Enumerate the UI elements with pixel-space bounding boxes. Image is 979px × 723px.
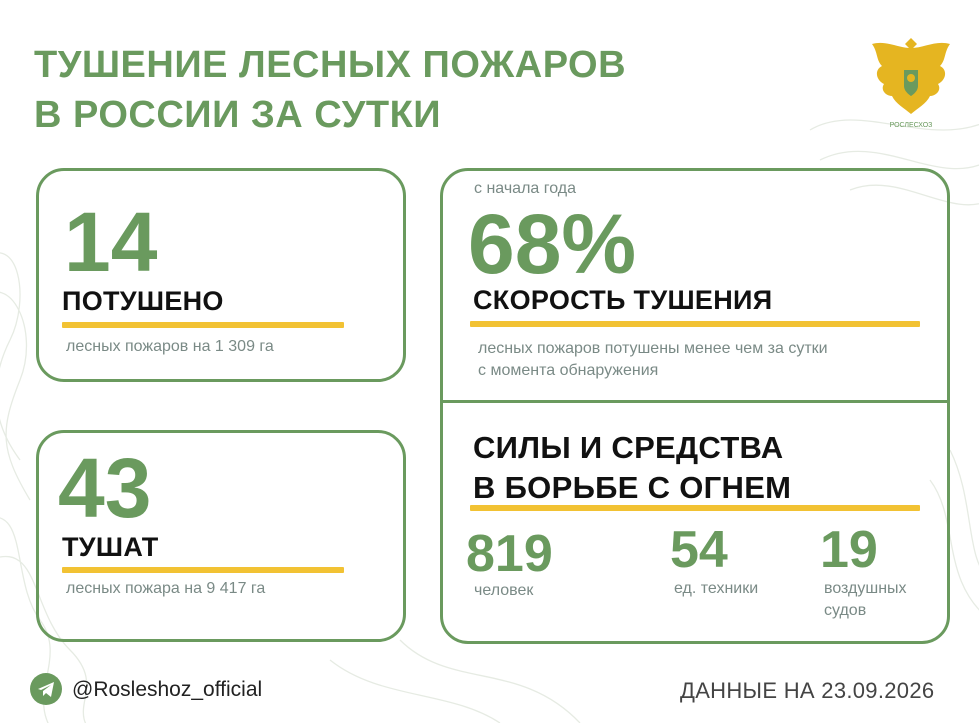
- speed-caption: с начала года: [474, 180, 577, 197]
- extinguished-detail: лесных пожаров на 1 309 га: [66, 338, 274, 355]
- page-title: ТУШЕНИЕ ЛЕСНЫХ ПОЖАРОВ В РОССИИ ЗА СУТКИ: [34, 44, 627, 136]
- forces-people-number: 819: [466, 525, 553, 583]
- extinguished-label: ПОТУШЕНО: [62, 286, 224, 316]
- emblem-logo: РОСЛЕСХОЗ: [868, 30, 954, 130]
- forces-title: СИЛЫ И СРЕДСТВА В БОРЬБЕ С ОГНЕМ: [473, 430, 792, 505]
- telegram-plane-icon: [38, 682, 54, 697]
- yellow-underline: [62, 567, 344, 573]
- yellow-underline: [470, 505, 920, 511]
- data-date: ДАННЫЕ НА 23.09.2026: [680, 678, 935, 703]
- ongoing-number: 43: [58, 441, 152, 535]
- card-divider: [440, 400, 950, 403]
- emblem-caption: РОСЛЕСХОЗ: [890, 122, 933, 129]
- extinguished-number: 14: [64, 195, 158, 289]
- ongoing-card: [36, 430, 406, 642]
- speed-number: 68%: [468, 197, 637, 291]
- forces-aircraft-label-line2: судов: [824, 602, 867, 619]
- forces-aircraft-number: 19: [820, 521, 878, 579]
- yellow-underline: [470, 321, 920, 327]
- forces-aircraft-label-line1: воздушных: [824, 580, 907, 597]
- ongoing-detail: лесных пожара на 9 417 га: [66, 580, 266, 597]
- telegram-icon[interactable]: [30, 673, 62, 705]
- speed-forces-card: [440, 168, 950, 644]
- extinguished-card: [36, 168, 406, 382]
- forces-people-label: человек: [474, 582, 534, 599]
- forces-vehicles-number: 54: [670, 521, 728, 579]
- coat-of-arms-eagle-icon: РОСЛЕСХОЗ: [872, 38, 950, 129]
- forces-vehicles-label: ед. техники: [674, 580, 759, 597]
- speed-detail-line1: лесных пожаров потушены менее чем за сут…: [478, 340, 828, 357]
- ongoing-label: ТУШАТ: [62, 532, 159, 562]
- speed-label: СКОРОСТЬ ТУШЕНИЯ: [473, 285, 773, 315]
- telegram-handle[interactable]: @Rosleshoz_official: [72, 678, 263, 701]
- yellow-underline: [62, 322, 344, 328]
- speed-detail-line2: с момента обнаружения: [478, 362, 659, 379]
